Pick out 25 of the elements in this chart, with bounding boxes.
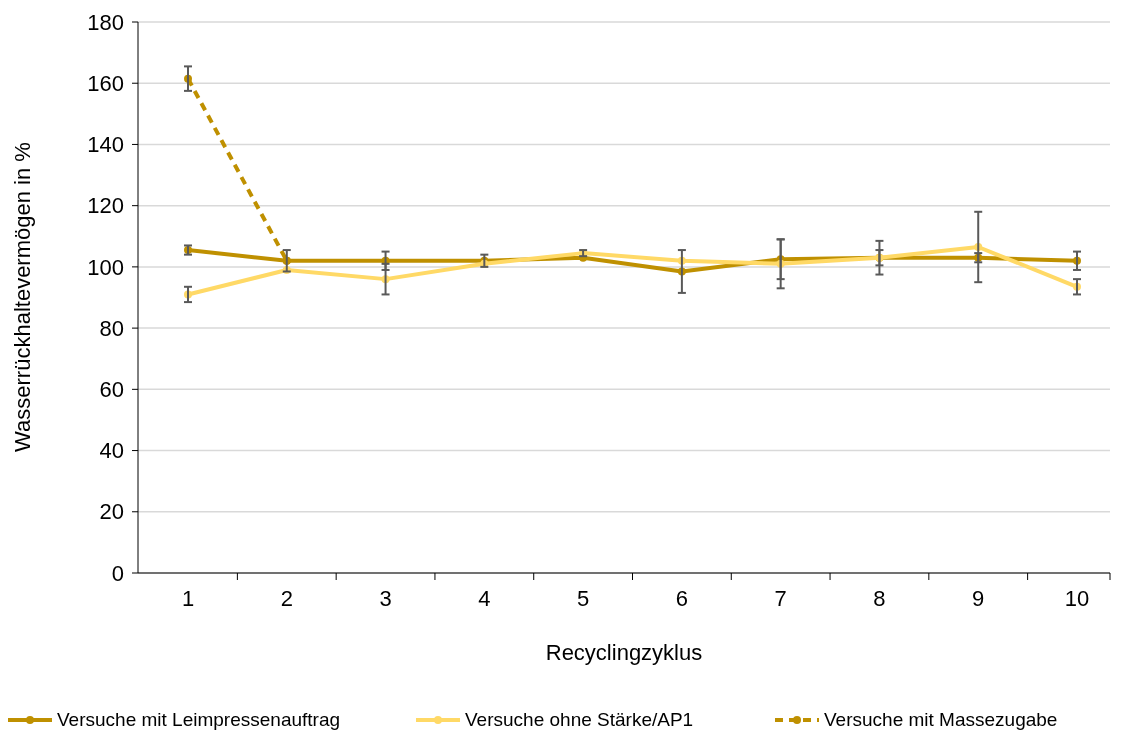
y-tick-label: 140 bbox=[87, 132, 124, 158]
legend-label: Versuche mit Massezugabe bbox=[824, 709, 1058, 730]
x-tick-label: 3 bbox=[379, 585, 392, 611]
y-axis-title: Wasserrückhaltevermögen in % bbox=[10, 142, 35, 452]
x-tick-label: 4 bbox=[478, 585, 491, 611]
x-tick-label: 9 bbox=[972, 585, 985, 611]
x-tick-label: 8 bbox=[873, 585, 886, 611]
x-tick-label: 10 bbox=[1064, 585, 1090, 611]
y-tick-label: 60 bbox=[99, 377, 124, 403]
legend-label: Versuche ohne Stärke/AP1 bbox=[465, 709, 694, 730]
y-tick-label: 100 bbox=[87, 254, 124, 280]
y-tick-label: 40 bbox=[99, 438, 124, 464]
x-axis-title: Recyclingzyklus bbox=[545, 640, 703, 665]
x-tick-label: 2 bbox=[280, 585, 293, 611]
x-tick-label: 5 bbox=[576, 585, 590, 611]
x-tick-label: 6 bbox=[675, 585, 689, 611]
y-tick-label: 160 bbox=[87, 70, 124, 96]
y-tick-label: 120 bbox=[87, 193, 124, 219]
y-tick-label: 180 bbox=[87, 9, 124, 35]
x-tick-label: 7 bbox=[774, 585, 787, 611]
y-tick-label: 0 bbox=[111, 560, 124, 586]
y-tick-label: 20 bbox=[99, 499, 124, 525]
legend-label: Versuche mit Leimpressenauftrag bbox=[57, 709, 341, 730]
y-tick-label: 80 bbox=[99, 315, 124, 341]
x-tick-label: 1 bbox=[181, 585, 195, 611]
